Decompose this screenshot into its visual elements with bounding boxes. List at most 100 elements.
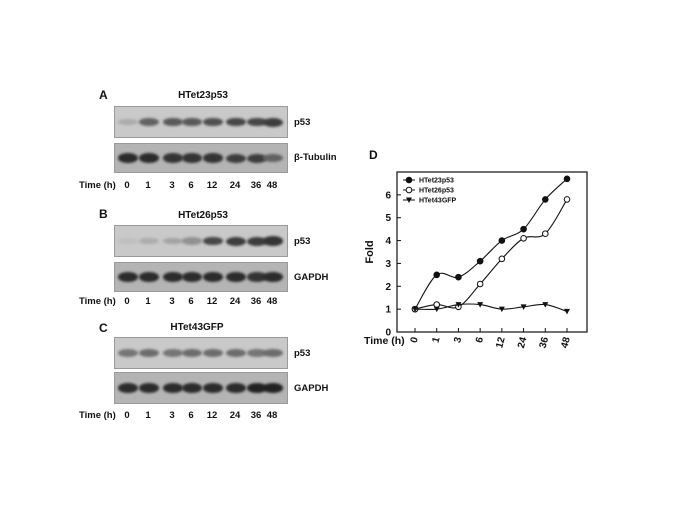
panel-a-tubulin-blot: [114, 143, 288, 173]
blot-band: [226, 272, 246, 282]
blot-band: [139, 153, 159, 163]
x-tick-label: 1: [431, 336, 443, 345]
time-tick-label: 12: [206, 180, 218, 191]
blot-band: [182, 117, 202, 127]
panel-a-row-label-p53: p53: [294, 117, 311, 128]
data-point: [542, 302, 549, 308]
data-point: [498, 237, 506, 244]
blot-band: [247, 117, 267, 127]
x-tick-label: 0: [409, 336, 421, 345]
blot-band: [118, 383, 138, 393]
blot-band: [247, 272, 267, 282]
blot-band: [182, 153, 202, 163]
panel-c-title: HTet43GFP: [170, 322, 224, 333]
blot-band: [247, 153, 267, 163]
data-point: [433, 306, 440, 313]
data-point: [541, 230, 549, 238]
blot-band: [163, 153, 183, 163]
panel-b-time-label: Time (h): [79, 296, 116, 307]
panel-d-label: D: [369, 148, 378, 162]
time-tick-label: 48: [266, 296, 278, 307]
blot-band: [139, 117, 159, 127]
time-tick-label: 36: [250, 410, 262, 421]
blot-band: [182, 237, 202, 245]
time-tick-label: 48: [266, 180, 278, 191]
blot-band: [139, 272, 159, 282]
time-tick-label: 1: [145, 180, 151, 191]
y-tick-label: 2: [385, 282, 391, 293]
data-point: [564, 308, 570, 315]
y-axis-label: Fold: [364, 240, 376, 263]
blot-band: [118, 153, 138, 163]
data-point: [563, 175, 571, 183]
data-point: [498, 306, 505, 313]
panel-b-gapdh-blot: [114, 262, 288, 292]
blot-band: [163, 383, 183, 393]
x-tick-label: 3: [452, 336, 464, 345]
panel-c-row-label-gapdh: GAPDH: [294, 383, 329, 394]
blot-band: [118, 272, 138, 282]
panel-b-row-label-gapdh: GAPDH: [294, 272, 329, 283]
data-point: [455, 273, 462, 281]
time-tick-label: 1: [145, 410, 151, 421]
time-tick-label: 12: [206, 296, 218, 307]
legend-marker: [405, 186, 413, 194]
panel-a-time-ticks: 0 1 3 6 12 24 36 48: [0, 180, 685, 194]
blot-band: [226, 117, 246, 127]
time-tick-label: 36: [250, 296, 262, 307]
blot-band: [226, 349, 246, 357]
panel-b-p53-blot: [114, 225, 288, 257]
time-tick-label: 3: [169, 410, 175, 421]
blot-band: [263, 117, 283, 127]
panel-c-time-ticks: 0 1 3 6 12 24 36 48: [0, 410, 685, 424]
data-point: [541, 196, 549, 203]
blot-band: [247, 349, 267, 357]
time-tick-label: 0: [124, 180, 130, 191]
data-point: [477, 302, 484, 308]
blot-band: [163, 117, 183, 127]
data-point: [520, 234, 527, 242]
panel-a-row-label-tubulin: β-Tubulin: [294, 152, 337, 163]
y-tick-label: 6: [385, 190, 391, 201]
time-tick-label: 24: [229, 410, 241, 421]
x-tick-label: 24: [516, 336, 530, 350]
data-point: [520, 304, 527, 310]
time-tick-label: 3: [169, 296, 175, 307]
blot-band: [139, 349, 159, 357]
plot-frame: [396, 171, 588, 333]
y-tick-label: 1: [385, 305, 391, 316]
x-tick-label: 48: [559, 336, 573, 350]
time-tick-label: 24: [229, 296, 241, 307]
time-tick-label: 48: [266, 410, 278, 421]
blot-band: [139, 383, 159, 393]
blot-band: [182, 272, 202, 282]
blot-band: [203, 349, 223, 357]
legend-label: HTet26p53: [419, 188, 454, 195]
time-tick-label: 3: [169, 180, 175, 191]
x-tick-label: 6: [474, 336, 486, 345]
series-line-1: [414, 199, 568, 310]
blot-band: [247, 236, 267, 246]
panel-c-time-label: Time (h): [79, 410, 116, 421]
blot-band: [163, 349, 183, 357]
panel-b-row-label-p53: p53: [294, 236, 311, 247]
legend-label: HTet43GFP: [419, 198, 457, 205]
blot-band: [203, 383, 223, 393]
y-tick-label: 0: [385, 328, 391, 339]
blot-band: [226, 236, 246, 246]
y-tick-label: 3: [385, 259, 391, 270]
time-tick-label: 6: [188, 410, 194, 421]
data-point: [433, 271, 441, 279]
blot-band: [263, 153, 283, 163]
time-tick-label: 24: [229, 180, 241, 191]
data-point: [498, 255, 506, 263]
legend-marker: [405, 176, 413, 184]
y-tick-label: 4: [385, 236, 391, 247]
blot-band: [263, 236, 283, 246]
panel-b-title: HTet26p53: [178, 210, 228, 221]
panel-b-time-ticks: 0 1 3 6 12 24 36 48: [0, 296, 685, 310]
blot-band: [118, 118, 138, 126]
x-axis-label: Time (h): [364, 335, 405, 347]
legend-marker: [406, 197, 412, 203]
series-line-2: [414, 303, 568, 312]
